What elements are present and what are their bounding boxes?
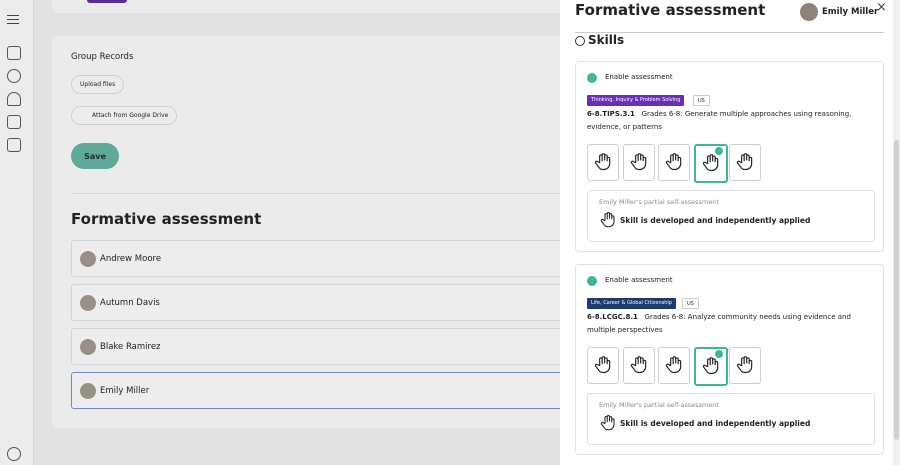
self-assessment-value: Skill is developed and independently app…: [620, 419, 811, 428]
self-assessment: Emily Miller's partial self-assessment S…: [587, 190, 875, 242]
rating-option[interactable]: [729, 347, 761, 384]
student-name: Emily Miller: [100, 385, 150, 396]
divider: [575, 32, 884, 33]
menu-icon[interactable]: [7, 15, 19, 24]
student-row-selected[interactable]: Emily Miller: [71, 372, 571, 409]
panel-title: Formative assessment: [575, 1, 766, 19]
group-records-title: Group Records: [71, 52, 134, 62]
skill-tag: Life, Career & Global Citizenship: [587, 298, 676, 309]
user-avatar: [800, 3, 818, 21]
avatar: [80, 250, 96, 267]
users-icon[interactable]: [7, 92, 21, 106]
hand-icon: [701, 356, 721, 376]
rating-option[interactable]: [587, 347, 619, 384]
upload-button[interactable]: Upload files: [71, 75, 125, 94]
student-row[interactable]: Autumn Davis: [71, 284, 571, 321]
rating-option-selected[interactable]: [693, 347, 728, 386]
save-label: Save: [84, 151, 106, 161]
student-name: Andrew Moore: [100, 253, 162, 264]
hand-icon: [629, 152, 649, 172]
help-icon[interactable]: [7, 447, 21, 461]
hand-icon: [735, 355, 755, 375]
rating-option[interactable]: [622, 347, 655, 384]
skill-code: 6-8.TIPS.3.1: [587, 110, 635, 118]
region-tag: US: [693, 95, 710, 106]
rating-option[interactable]: [587, 144, 619, 181]
lock-icon[interactable]: [7, 115, 21, 129]
rating-option[interactable]: [622, 144, 655, 181]
self-assessment-label: Emily Miller's partial self-assessment: [599, 198, 719, 206]
hand-icon: [593, 152, 613, 172]
user-name: Emily Miller: [822, 7, 879, 17]
skill-text: Grades 6-8: Analyze community needs usin…: [587, 313, 851, 334]
hand-icon: [701, 153, 721, 173]
scrollbar: [893, 0, 900, 465]
student-name: Blake Ramirez: [100, 341, 161, 352]
hand-icon: [599, 211, 617, 229]
self-assessment: Emily Miller's partial self-assessment S…: [587, 393, 875, 445]
skill-tag: Thinking, Inquiry & Problem Solving: [587, 95, 685, 106]
rating-option-selected[interactable]: [693, 144, 728, 183]
hand-icon: [629, 355, 649, 375]
selected-check: [714, 147, 723, 155]
content-card: [52, 36, 572, 428]
region-tag: US: [682, 298, 699, 309]
selected-check: [714, 350, 723, 358]
skill-text: Grades 6-8: Generate multiple approaches…: [587, 110, 852, 131]
sidebar: [0, 0, 34, 465]
skill-code: 6-8.LCGC.8.1: [587, 313, 638, 321]
avatar: [80, 382, 96, 399]
purple-button[interactable]: [87, 0, 127, 3]
enable-label: Enable assessment: [605, 73, 673, 81]
side-panel: Formative assessment Emily Miller × Skil…: [560, 0, 893, 465]
skill-card: Enable assessment Life, Career & Global …: [575, 264, 884, 455]
rating-option[interactable]: [658, 144, 690, 181]
student-name: Autumn Davis: [100, 297, 160, 308]
hand-icon: [599, 414, 617, 432]
divider: [71, 193, 560, 194]
top-card: [52, 0, 572, 13]
skill-description: 6-8.LCGC.8.1 Grades 6-8: Analyze communi…: [587, 311, 859, 337]
formative-title: Formative assessment: [71, 210, 262, 228]
close-button[interactable]: ×: [876, 0, 887, 15]
drive-label: Attach from Google Drive: [92, 112, 169, 119]
enable-check[interactable]: [587, 73, 597, 83]
skill-card: Enable assessment Thinking, Inquiry & Pr…: [575, 61, 884, 252]
enable-label: Enable assessment: [605, 276, 673, 284]
hand-icon: [593, 355, 613, 375]
clipboard-icon[interactable]: [7, 138, 21, 152]
skills-heading: Skills: [588, 33, 625, 47]
save-button[interactable]: Save: [71, 143, 119, 169]
enable-check[interactable]: [587, 276, 597, 286]
skill-description: 6-8.TIPS.3.1 Grades 6-8: Generate multip…: [587, 108, 859, 134]
rating-option[interactable]: [658, 347, 690, 384]
home-icon[interactable]: [7, 46, 21, 60]
skills-icon: [575, 36, 585, 46]
settings-icon[interactable]: [7, 69, 21, 83]
hand-icon: [735, 152, 755, 172]
hand-icon: [664, 355, 684, 375]
upload-label: Upload files: [80, 81, 116, 88]
student-row[interactable]: Andrew Moore: [71, 240, 571, 277]
self-assessment-value: Skill is developed and independently app…: [620, 216, 811, 225]
hand-icon: [664, 152, 684, 172]
avatar: [80, 294, 96, 311]
avatar: [80, 338, 96, 355]
self-assessment-label: Emily Miller's partial self-assessment: [599, 401, 719, 409]
rating-option[interactable]: [729, 144, 761, 181]
drive-button[interactable]: Attach from Google Drive: [71, 106, 178, 125]
student-row[interactable]: Blake Ramirez: [71, 328, 571, 365]
